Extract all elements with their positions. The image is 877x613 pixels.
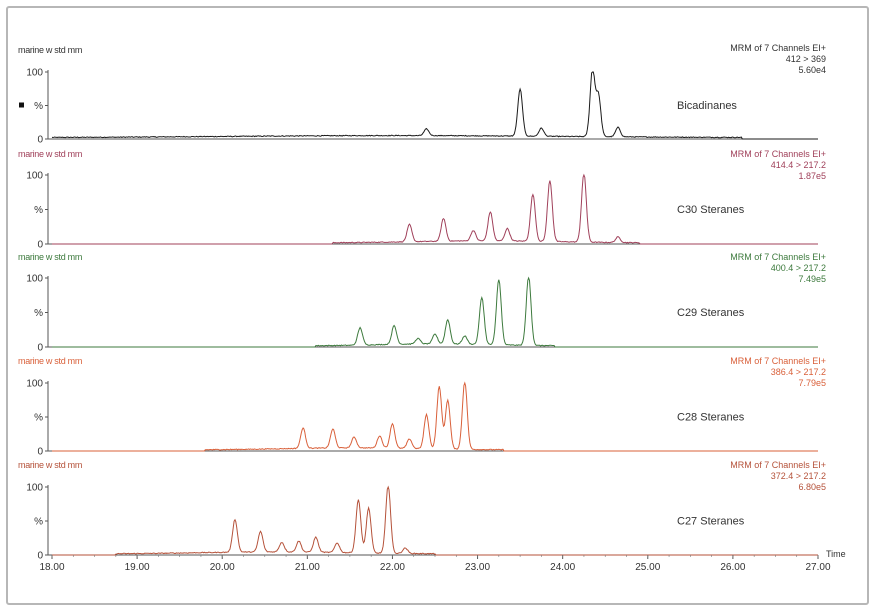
x-tick-label-6: 23.00 (465, 562, 490, 573)
y-tick-label-5-1: 100 (26, 483, 43, 494)
x-tick-label-2: 19.00 (125, 562, 150, 573)
y-tick-label-4-2: % (34, 413, 43, 424)
x-tick-label-3: 20.00 (210, 562, 235, 573)
panel-label-4: C28 Steranes (677, 411, 745, 423)
header-line-3-3: 7.49e5 (798, 274, 826, 284)
header-line-5-2: 372.4 > 217.2 (771, 471, 826, 481)
y-tick-label-3-1: 100 (26, 274, 43, 285)
x-tick-label-10: 27.00 (805, 562, 830, 573)
y-tick-label-1-2: % (34, 101, 43, 112)
x-tick-label-8: 25.00 (635, 562, 660, 573)
sample-name-2: marine w std mm (18, 149, 82, 159)
panel-label-1: Bicadinanes (677, 100, 737, 112)
header-line-1-2: 412 > 369 (786, 54, 826, 64)
header-line-2-2: 414.4 > 217.2 (771, 160, 826, 170)
panel-label-3: C29 Steranes (677, 307, 745, 319)
header-line-5-1: MRM of 7 Channels EI+ (730, 460, 826, 470)
header-line-4-3: 7.79e5 (798, 378, 826, 388)
y-tick-label-1-1: 100 (26, 68, 43, 79)
y-tick-label-3-3: 0 (37, 343, 43, 354)
trace-4 (52, 381, 818, 452)
y-tick-label-1-3: 0 (37, 135, 43, 146)
x-tick-label-1: 18.00 (39, 562, 64, 573)
y-tick-label-4-3: 0 (37, 447, 43, 458)
y-tick-label-2-1: 100 (26, 171, 43, 182)
sample-name-3: marine w std mm (18, 252, 82, 262)
header-line-3-1: MRM of 7 Channels EI+ (730, 252, 826, 262)
x-tick-label-5: 22.00 (380, 562, 405, 573)
sample-name-1: marine w std mm (18, 45, 82, 55)
header-line-4-1: MRM of 7 Channels EI+ (730, 356, 826, 366)
y-tick-label-2-3: 0 (37, 240, 43, 251)
trace-1 (51, 71, 818, 140)
y-tick-label-3-2: % (34, 308, 43, 319)
header-line-1-3: 5.60e4 (798, 65, 826, 75)
trace-3 (52, 276, 818, 348)
panel-marker-square (19, 102, 24, 108)
x-tick-label-7: 24.00 (550, 562, 575, 573)
panel-label-5: C27 Steranes (677, 515, 745, 527)
panel-label-2: C30 Steranes (677, 204, 745, 216)
header-line-1-1: MRM of 7 Channels EI+ (730, 43, 826, 53)
trace-2 (52, 173, 818, 245)
x-axis-label: Time (826, 549, 846, 559)
header-line-5-3: 6.80e5 (798, 482, 826, 492)
sample-name-5: marine w std mm (18, 460, 82, 470)
y-tick-label-5-3: 0 (37, 551, 43, 562)
header-line-4-2: 386.4 > 217.2 (771, 367, 826, 377)
y-tick-label-4-1: 100 (26, 379, 43, 390)
sample-name-4: marine w std mm (18, 356, 82, 366)
chart-frame (6, 6, 869, 605)
header-line-3-2: 400.4 > 217.2 (771, 263, 826, 273)
x-tick-label-4: 21.00 (295, 562, 320, 573)
y-tick-label-5-2: % (34, 517, 43, 528)
y-tick-label-2-2: % (34, 205, 43, 216)
header-line-2-3: 1.87e5 (798, 171, 826, 181)
header-line-2-1: MRM of 7 Channels EI+ (730, 149, 826, 159)
x-tick-label-9: 26.00 (720, 562, 745, 573)
